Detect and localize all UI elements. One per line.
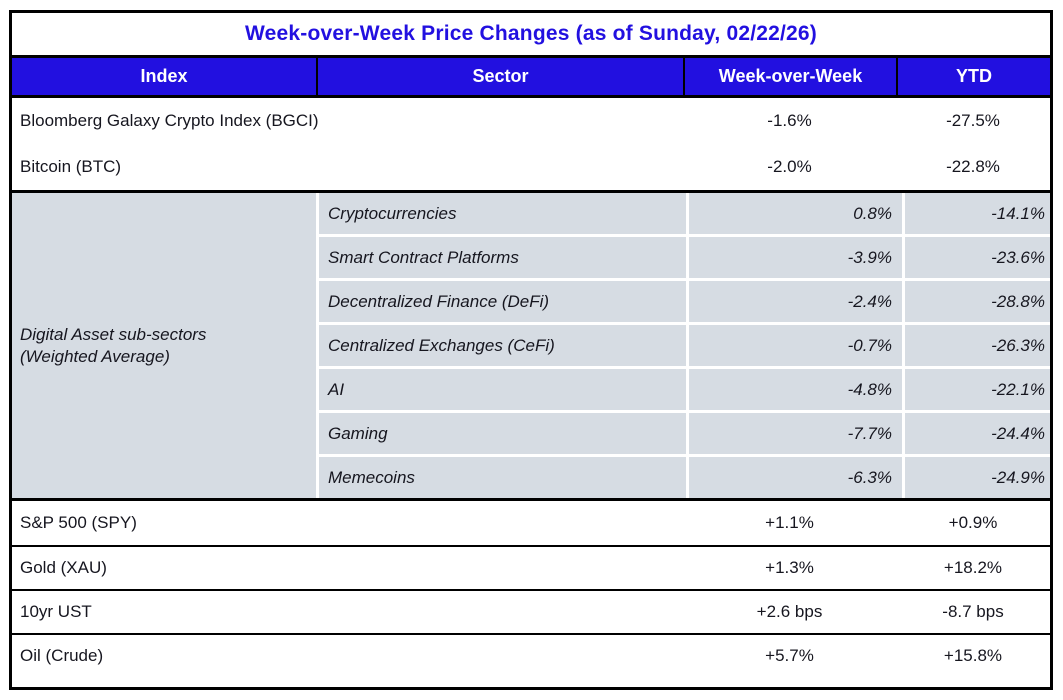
row-label: Gold (XAU) <box>20 558 107 577</box>
sector-label: Gaming <box>319 413 686 454</box>
ytd-value: -22.8% <box>946 157 1000 176</box>
wow-value: -7.7% <box>689 413 902 454</box>
price-changes-table: Week-over-Week Price Changes (as of Sund… <box>9 10 1053 690</box>
wow-value: -0.7% <box>689 325 902 366</box>
group-label-line1: Digital Asset sub-sectors <box>20 325 207 345</box>
column-header-wow: Week-over-Week <box>683 58 896 95</box>
table-title-row: Week-over-Week Price Changes (as of Sund… <box>12 13 1050 58</box>
wow-value: -4.8% <box>689 369 902 410</box>
column-header-index: Index <box>140 66 188 86</box>
sector-label: Memecoins <box>319 457 686 498</box>
wow-value: -2.4% <box>689 281 902 322</box>
index-rows-top: Bloomberg Galaxy Crypto Index (BGCI) -1.… <box>12 98 1050 190</box>
wow-value: -1.6% <box>767 111 812 130</box>
ytd-value: -28.8% <box>905 281 1050 322</box>
column-header-ytd: YTD <box>896 58 1050 95</box>
sector-label: Cryptocurrencies <box>319 193 686 234</box>
digital-asset-subsector-section: Digital Asset sub-sectors (Weighted Aver… <box>12 190 1050 501</box>
wow-value: -2.0% <box>767 157 812 176</box>
row-label: S&P 500 (SPY) <box>20 513 137 532</box>
table-row-ust: 10yr UST +2.6 bps -8.7 bps <box>12 589 1050 633</box>
table-row-btc: Bitcoin (BTC) -2.0% -22.8% <box>12 144 1050 190</box>
ytd-value: -24.9% <box>905 457 1050 498</box>
table-header-row: Index Sector Week-over-Week YTD <box>12 58 1050 98</box>
table-row-gold: Gold (XAU) +1.3% +18.2% <box>12 545 1050 589</box>
group-label-line2: (Weighted Average) <box>20 346 170 366</box>
wow-value: +1.1% <box>765 513 814 532</box>
ytd-value: +15.8% <box>943 646 1003 665</box>
row-label: Bitcoin (BTC) <box>20 157 122 176</box>
sector-label: Smart Contract Platforms <box>319 237 686 278</box>
row-label: 10yr UST <box>20 602 92 621</box>
wow-value: +2.6 bps <box>756 602 823 621</box>
row-label: Oil (Crude) <box>20 646 104 665</box>
index-rows-bottom: S&P 500 (SPY) +1.1% +0.9% Gold (XAU) +1.… <box>12 501 1050 677</box>
column-header-sector: Sector <box>316 58 683 95</box>
ytd-value: +18.2% <box>943 558 1003 577</box>
wow-value: 0.8% <box>689 193 902 234</box>
wow-value: +5.7% <box>765 646 814 665</box>
row-label: Bloomberg Galaxy Crypto Index (BGCI) <box>20 111 319 130</box>
ytd-value: +0.9% <box>948 513 998 532</box>
ytd-value: -26.3% <box>905 325 1050 366</box>
sector-label: Centralized Exchanges (CeFi) <box>319 325 686 366</box>
ytd-value: -23.6% <box>905 237 1050 278</box>
subsector-group-label: Digital Asset sub-sectors (Weighted Aver… <box>12 193 316 498</box>
wow-value: +1.3% <box>765 558 814 577</box>
ytd-value: -27.5% <box>946 111 1000 130</box>
table-row-oil: Oil (Crude) +5.7% +15.8% <box>12 633 1050 677</box>
ytd-value: -24.4% <box>905 413 1050 454</box>
table-row-bgci: Bloomberg Galaxy Crypto Index (BGCI) -1.… <box>12 98 1050 144</box>
table-row-spy: S&P 500 (SPY) +1.1% +0.9% <box>12 501 1050 545</box>
table-title: Week-over-Week Price Changes (as of Sund… <box>244 22 817 45</box>
ytd-value: -8.7 bps <box>942 602 1004 621</box>
sector-label: Decentralized Finance (DeFi) <box>319 281 686 322</box>
ytd-value: -22.1% <box>905 369 1050 410</box>
wow-value: -6.3% <box>689 457 902 498</box>
wow-value: -3.9% <box>689 237 902 278</box>
sector-label: AI <box>319 369 686 410</box>
ytd-value: -14.1% <box>905 193 1050 234</box>
